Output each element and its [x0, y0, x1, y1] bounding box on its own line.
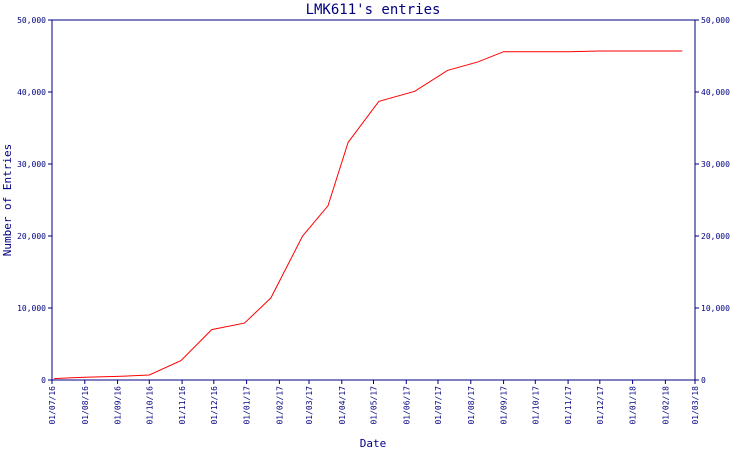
y-tick-label-right: 30,000 — [701, 160, 730, 169]
y-tick-label-right: 0 — [701, 376, 706, 385]
x-tick-label: 01/09/16 — [114, 386, 123, 425]
plot-frame — [51, 19, 696, 381]
x-tick-label: 01/11/16 — [178, 386, 187, 425]
x-tick-label: 01/07/16 — [48, 386, 57, 425]
x-tick-label: 01/01/17 — [243, 386, 252, 425]
x-tick-label: 01/12/17 — [596, 386, 605, 425]
y-tick-label-right: 50,000 — [701, 16, 730, 25]
x-tick-label: 01/07/17 — [434, 386, 443, 425]
x-tick-label: 01/05/17 — [370, 386, 379, 425]
x-tick-label: 01/08/17 — [467, 386, 476, 425]
y-tick-label-left: 30,000 — [17, 160, 46, 169]
x-tick-label: 01/04/17 — [338, 386, 347, 425]
x-tick-label: 01/02/17 — [275, 386, 284, 425]
y-tick-label-left: 10,000 — [17, 304, 46, 313]
y-tick-label-left: 20,000 — [17, 232, 46, 241]
x-axis: 01/07/16 01/08/16 01/09/16 01/10/16 01/11/16… — [48, 380, 700, 425]
y-tick-label-left: 50,000 — [17, 16, 46, 25]
x-tick-label: 01/12/16 — [210, 386, 219, 425]
x-tick-label: 01/08/16 — [81, 386, 90, 425]
x-tick-label: 01/10/16 — [145, 386, 154, 425]
y-tick-label-right: 20,000 — [701, 232, 730, 241]
y-tick-label-right: 10,000 — [701, 304, 730, 313]
series-line — [54, 50, 683, 380]
x-tick-label: 01/11/17 — [564, 386, 573, 425]
x-tick-label: 01/06/17 — [402, 386, 411, 425]
y-axis-right: 0 10,000 20,000 30,000 40,000 50,000 — [695, 16, 730, 385]
x-axis-label: Date — [360, 437, 387, 450]
y-tick-label-left: 0 — [41, 376, 46, 385]
y-tick-label-left: 40,000 — [17, 88, 46, 97]
x-tick-label: 01/10/17 — [531, 386, 540, 425]
x-tick-label: 01/01/18 — [629, 386, 638, 425]
y-tick-label-right: 40,000 — [701, 88, 730, 97]
x-tick-label: 01/02/18 — [661, 386, 670, 425]
chart-title: LMK611's entries — [306, 2, 441, 18]
x-tick-label: 01/03/18 — [691, 386, 700, 425]
x-tick-label: 01/09/17 — [500, 386, 509, 425]
y-axis-left: 0 10,000 20,000 30,000 40,000 50,000 — [17, 16, 52, 385]
y-axis-label: Number of Entries — [1, 144, 14, 257]
x-tick-label: 01/03/17 — [305, 386, 314, 425]
